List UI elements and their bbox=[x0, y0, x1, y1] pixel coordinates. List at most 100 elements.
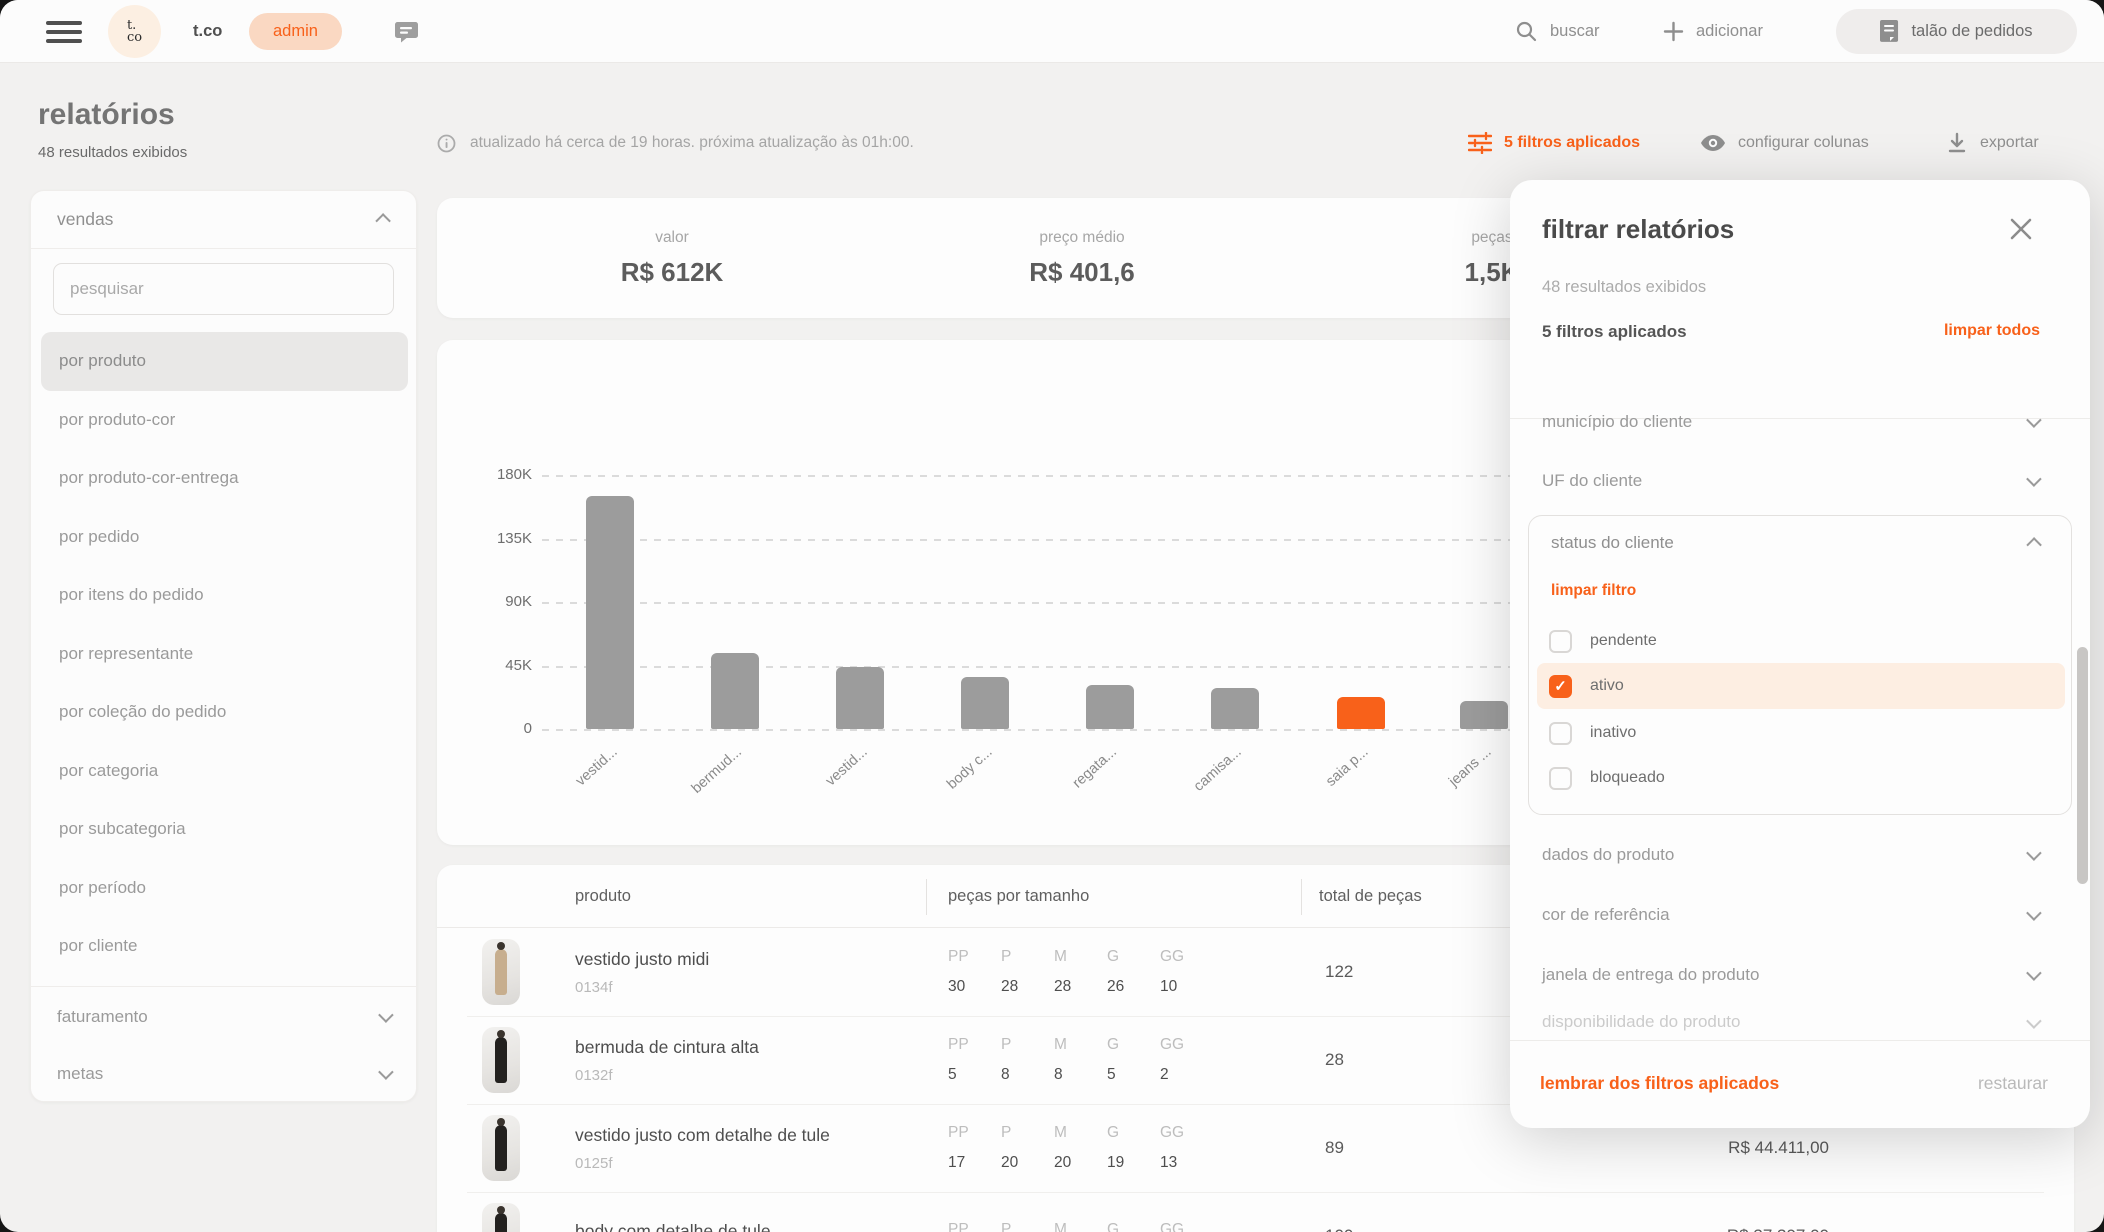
filters-applied-count: 5 filtros aplicados bbox=[1542, 322, 1687, 341]
filter-section-municipio-do-cliente[interactable]: município do cliente bbox=[1510, 392, 2090, 451]
add-button[interactable]: adicionar bbox=[1663, 0, 1763, 63]
chevron-down-icon bbox=[378, 1007, 394, 1023]
search-button[interactable]: buscar bbox=[1515, 0, 1600, 63]
chart-bar[interactable] bbox=[960, 677, 1009, 729]
remember-filters-link[interactable]: lembrar dos filtros aplicados bbox=[1540, 1073, 1780, 1093]
chart-bar[interactable] bbox=[1085, 685, 1134, 729]
sidebar-item-por-colecao-do-pedido[interactable]: por coleção do pedido bbox=[59, 702, 227, 722]
filter-section-cor-de-referencia[interactable]: cor de referência bbox=[1510, 885, 2090, 944]
product-code: 0132f bbox=[575, 1066, 613, 1084]
sidebar-divider bbox=[31, 986, 416, 987]
product-code: 0125f bbox=[575, 1154, 613, 1172]
row-divider bbox=[467, 1104, 2044, 1105]
sidebar-item-por-itens-do-pedido[interactable]: por itens do pedido bbox=[59, 585, 204, 605]
table-row[interactable]: vestido justo com detalhe de tule 0125f … bbox=[437, 1104, 2074, 1192]
sidebar-item-por-produto[interactable]: por produto bbox=[41, 332, 408, 391]
row-value: R$ 44.411,00 bbox=[1728, 1138, 1829, 1157]
section-label: dados do produto bbox=[1542, 844, 1675, 864]
reports-sidebar: vendas por produto por produto-cor por p… bbox=[30, 190, 417, 1102]
checkbox-row-inativo[interactable]: inativo bbox=[1537, 710, 2065, 756]
filters-applied-button[interactable]: 5 filtros aplicados bbox=[1468, 128, 1640, 158]
column-header-produto[interactable]: produto bbox=[575, 887, 631, 905]
filter-section-status-do-cliente: status do cliente limpar filtro pendente… bbox=[1528, 515, 2072, 815]
chevron-down-icon bbox=[2026, 412, 2042, 428]
sliders-icon bbox=[1468, 132, 1492, 154]
chat-icon[interactable] bbox=[393, 19, 420, 45]
brand-logo[interactable]: t. co bbox=[108, 5, 161, 58]
configure-columns-label: configurar colunas bbox=[1738, 134, 1869, 151]
sidebar-search-input[interactable] bbox=[53, 263, 394, 315]
plus-icon bbox=[1663, 21, 1684, 42]
brand-logo-text: t. co bbox=[126, 17, 143, 45]
y-axis-tick: 90K bbox=[505, 593, 532, 610]
column-header-pecas-por-tamanho[interactable]: peças por tamanho bbox=[948, 887, 1090, 905]
x-axis-label: vestid... bbox=[822, 744, 871, 790]
brand-name: t.co bbox=[193, 22, 223, 40]
panel-scrollbar[interactable] bbox=[2077, 647, 2088, 884]
chevron-up-icon bbox=[2026, 536, 2042, 553]
chevron-up-icon bbox=[375, 213, 391, 229]
sidebar-item-por-subcategoria[interactable]: por subcategoria bbox=[59, 819, 186, 839]
chart-bar-highlighted[interactable] bbox=[1336, 697, 1385, 729]
sidebar-item-por-cliente[interactable]: por cliente bbox=[59, 936, 138, 956]
configure-columns-button[interactable]: configurar colunas bbox=[1700, 128, 1869, 158]
sidebar-item-por-produto-cor[interactable]: por produto-cor bbox=[59, 409, 176, 429]
sidebar-item-por-produto-cor-entrega[interactable]: por produto-cor-entrega bbox=[59, 468, 239, 488]
close-icon[interactable] bbox=[2008, 216, 2038, 246]
sidebar-item-por-pedido[interactable]: por pedido bbox=[59, 526, 140, 546]
gridline bbox=[542, 538, 2044, 541]
top-bar: t. co t.co admin buscar adicionar talão d… bbox=[0, 0, 2104, 63]
checkbox-icon bbox=[1549, 766, 1572, 790]
sidebar-item-por-categoria[interactable]: por categoria bbox=[59, 760, 159, 780]
chart-bar[interactable] bbox=[835, 667, 884, 729]
sidebar-group-vendas[interactable]: vendas bbox=[31, 191, 416, 249]
checkbox-label: pendente bbox=[1590, 632, 1657, 649]
filter-section-uf-do-cliente[interactable]: UF do cliente bbox=[1510, 451, 2090, 510]
row-value: R$ 37.397,00 bbox=[1727, 1192, 1829, 1232]
sidebar-group-faturamento[interactable]: faturamento bbox=[31, 988, 416, 1045]
sidebar-item-por-periodo[interactable]: por período bbox=[59, 877, 146, 897]
filter-section-janela-de-entrega[interactable]: janela de entrega do produto bbox=[1510, 945, 2090, 1004]
sidebar-item-por-representante[interactable]: por representante bbox=[59, 643, 194, 663]
total-pieces: 122 bbox=[1325, 962, 1354, 981]
section-label: status do cliente bbox=[1551, 533, 1674, 552]
download-icon bbox=[1948, 132, 1966, 153]
chart-bar[interactable] bbox=[1459, 701, 1508, 729]
filter-section-disponibilidade[interactable]: disponibilidade do produto bbox=[1510, 1004, 2090, 1040]
checkbox-row-bloqueado[interactable]: bloqueado bbox=[1537, 755, 2065, 801]
clear-filter-link[interactable]: limpar filtro bbox=[1551, 582, 1637, 599]
checkbox-label: ativo bbox=[1590, 677, 1624, 694]
checkbox-label: inativo bbox=[1590, 724, 1637, 741]
chart-bar[interactable] bbox=[710, 653, 759, 729]
chart-bar[interactable] bbox=[1210, 688, 1259, 729]
sidebar-group-metas[interactable]: metas bbox=[31, 1045, 416, 1102]
checkbox-row-pendente[interactable]: pendente bbox=[1537, 618, 2065, 664]
column-header-total-de-pecas[interactable]: total de peças bbox=[1319, 887, 1422, 905]
export-button[interactable]: exportar bbox=[1946, 128, 2039, 158]
stat-value: R$ 401,6 bbox=[1029, 256, 1135, 287]
stat-preco-medio: preço médio R$ 401,6 bbox=[877, 198, 1287, 318]
product-photo bbox=[482, 1203, 520, 1232]
product-photo bbox=[482, 939, 520, 1005]
restore-filters-link[interactable]: restaurar bbox=[1977, 1073, 2048, 1093]
column-divider bbox=[1301, 879, 1302, 915]
clear-all-filters-link[interactable]: limpar todos bbox=[1943, 322, 2040, 339]
filter-section-dados-do-produto[interactable]: dados do produto bbox=[1510, 825, 2090, 884]
status-section-header[interactable]: status do cliente bbox=[1529, 516, 2071, 570]
menu-icon[interactable] bbox=[46, 21, 82, 43]
admin-badge[interactable]: admin bbox=[249, 13, 342, 50]
checkbox-row-ativo[interactable]: ativo bbox=[1537, 663, 2065, 709]
order-pad-button[interactable]: talão de pedidos bbox=[1836, 9, 2077, 54]
total-pieces: 100 bbox=[1325, 1192, 1353, 1232]
checkbox-icon bbox=[1549, 721, 1572, 745]
product-code: 0134f bbox=[575, 978, 613, 996]
chart-bar[interactable] bbox=[585, 496, 634, 729]
x-axis-label: jeans ... bbox=[1445, 744, 1495, 790]
table-row[interactable]: vestido justo midi 0134f PP P M G GG 30 28 28 2… bbox=[437, 928, 2074, 1016]
results-count: 48 resultados exibidos bbox=[38, 144, 188, 161]
total-pieces: 28 bbox=[1325, 1050, 1344, 1069]
bar-series: vestid... bermud... vestid... body c... … bbox=[437, 340, 2074, 845]
update-status: atualizado há cerca de 19 horas. próxima… bbox=[437, 128, 914, 158]
